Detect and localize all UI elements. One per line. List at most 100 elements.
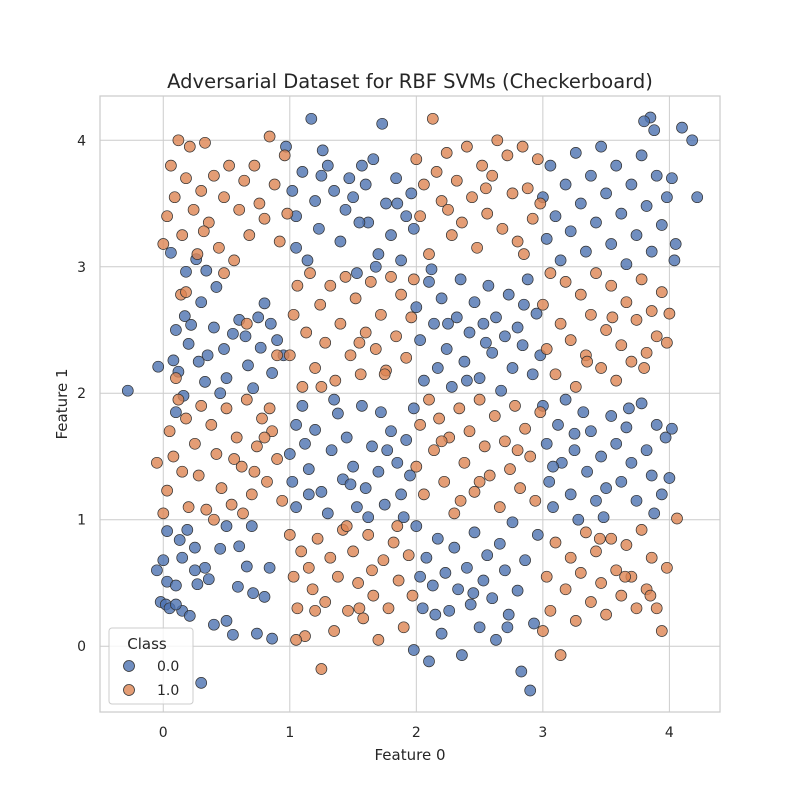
point-class-0 [482,279,495,292]
point-class-1 [369,343,382,355]
point-class-0 [568,427,581,440]
point-class-0 [440,343,453,355]
point-class-0 [463,326,476,339]
point-class-1 [620,539,633,551]
point-class-1 [283,529,296,541]
point-class-1 [569,615,582,627]
point-class-0 [431,362,444,374]
point-class-0 [315,169,328,182]
point-class-1 [218,191,230,204]
point-class-0 [407,402,420,415]
point-class-1 [276,494,289,507]
point-class-0 [233,540,246,553]
point-class-1 [243,229,256,241]
point-class-0 [178,310,191,322]
point-class-1 [319,336,332,349]
point-class-1 [248,159,261,172]
point-class-0 [381,444,394,457]
point-class-1 [283,349,296,362]
point-class-0 [549,210,562,223]
point-class-1 [585,596,597,608]
point-class-1 [349,292,362,305]
point-class-0 [199,561,211,574]
point-class-1 [302,561,315,574]
point-class-0 [625,178,638,191]
point-class-0 [240,560,253,573]
point-class-0 [414,334,426,346]
point-class-0 [543,475,556,488]
point-class-0 [334,235,347,248]
point-class-1 [544,267,557,279]
point-class-1 [574,288,587,301]
point-class-1 [410,460,423,473]
point-class-0 [540,437,553,450]
data-points [121,111,704,697]
point-class-0 [515,665,528,678]
point-class-0 [595,140,607,153]
point-class-0 [189,564,201,577]
point-class-0 [452,583,464,596]
point-class-1 [271,349,283,362]
point-class-0 [367,153,380,166]
point-class-0 [574,197,587,210]
point-class-1 [615,589,628,602]
point-class-0 [597,511,610,524]
point-class-0 [296,400,309,412]
point-class-0 [191,578,204,591]
point-class-1 [304,267,316,279]
point-class-0 [251,627,263,640]
point-class-1 [428,444,440,457]
point-class-0 [443,604,456,617]
point-class-1 [625,355,638,368]
point-class-0 [501,621,514,634]
point-class-1 [237,507,249,520]
point-class-0 [286,185,299,197]
point-class-0 [328,393,340,406]
point-class-0 [468,296,481,309]
point-class-0 [481,549,494,562]
point-class-1 [595,577,607,589]
point-class-1 [281,207,294,220]
point-class-0 [450,311,463,324]
point-class-0 [339,203,352,216]
point-class-1 [521,182,534,195]
point-class-1 [559,276,572,288]
point-class-0 [518,298,530,311]
point-class-0 [343,172,356,185]
point-class-1 [458,456,471,469]
point-class-0 [407,644,420,656]
point-class-1 [488,410,501,422]
point-class-0 [659,431,672,444]
point-class-0 [661,191,673,204]
point-class-1 [516,140,529,153]
point-class-1 [215,482,228,494]
point-class-1 [438,475,451,488]
point-class-1 [590,545,602,558]
point-class-0 [610,437,623,450]
point-class-1 [544,604,557,617]
point-class-0 [595,450,607,463]
point-class-0 [299,437,311,450]
point-class-1 [407,273,420,286]
legend-label-class-1: 1.0 [157,683,179,699]
point-class-1 [163,425,176,438]
point-class-1 [392,574,405,587]
point-class-0 [467,587,480,599]
point-class-1 [534,197,547,210]
point-class-0 [564,488,577,501]
point-class-0 [564,225,577,238]
point-class-1 [606,311,619,324]
point-class-1 [353,336,366,349]
point-class-1 [483,469,496,482]
point-class-1 [192,469,205,482]
point-class-1 [233,203,246,216]
point-class-1 [208,169,220,182]
point-class-0 [623,402,635,415]
point-class-1 [324,551,337,564]
point-class-1 [180,412,192,425]
point-class-1 [511,235,524,248]
point-class-1 [205,419,218,431]
point-class-1 [315,663,328,675]
point-class-1 [199,136,211,149]
point-class-0 [397,511,410,524]
